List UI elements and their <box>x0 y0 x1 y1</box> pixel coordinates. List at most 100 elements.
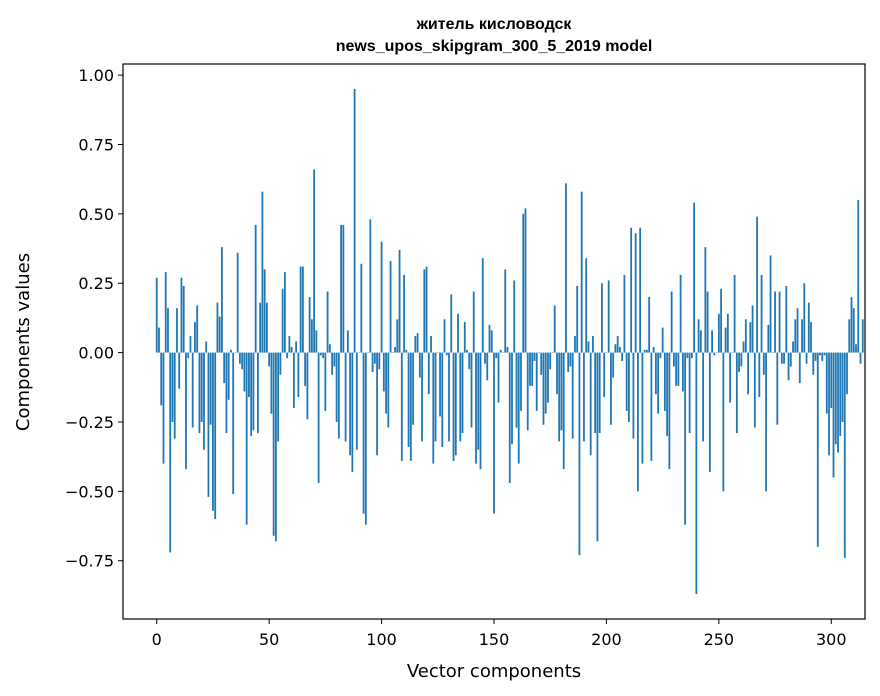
bar <box>520 352 522 411</box>
bar <box>479 352 482 470</box>
chart-title-line-2: news_upos_skipgram_300_5_2019 model <box>336 38 653 55</box>
bar <box>544 352 547 414</box>
bar <box>592 335 594 353</box>
bar <box>315 330 318 353</box>
bar <box>814 352 817 361</box>
bar <box>652 347 655 353</box>
bar <box>753 352 756 428</box>
bar <box>580 191 583 353</box>
bar <box>828 352 830 456</box>
bar <box>506 347 509 353</box>
bar <box>369 219 372 353</box>
bar <box>663 352 666 411</box>
bar <box>286 352 289 359</box>
bar <box>259 302 262 353</box>
bar <box>355 352 358 450</box>
bar <box>834 352 837 445</box>
bar <box>634 233 637 353</box>
bar <box>686 352 689 359</box>
x-axis-title: Vector components <box>407 661 581 682</box>
bar <box>780 352 783 364</box>
bar <box>738 352 740 373</box>
bar <box>801 319 803 353</box>
bar <box>533 352 536 361</box>
bar <box>684 352 687 525</box>
bar <box>324 352 327 411</box>
bar <box>612 352 615 378</box>
bar <box>308 297 311 353</box>
bar <box>421 352 423 442</box>
y-tick-label: −0.50 <box>65 482 114 501</box>
chart-title-line-1: житель кисловодск <box>416 16 573 33</box>
bar <box>457 313 459 353</box>
bar <box>452 352 455 461</box>
bar <box>180 277 183 353</box>
bar <box>623 274 626 353</box>
bar <box>837 352 839 453</box>
bar <box>445 352 448 356</box>
bar <box>531 352 534 386</box>
bar <box>162 352 165 464</box>
bar <box>524 208 527 353</box>
bar <box>207 352 210 497</box>
bar <box>695 352 698 595</box>
bar <box>416 333 419 353</box>
bar <box>275 352 277 542</box>
bar <box>331 352 334 375</box>
bar <box>841 352 844 422</box>
bar <box>792 341 794 353</box>
bar <box>194 322 196 353</box>
bar <box>857 199 860 353</box>
bar <box>542 352 545 425</box>
bar <box>371 352 374 373</box>
bar <box>389 261 392 353</box>
bar <box>630 227 633 353</box>
bar <box>441 352 444 447</box>
bar <box>547 352 549 403</box>
bar <box>245 352 248 525</box>
bar <box>160 352 163 406</box>
bar <box>299 266 302 353</box>
bar <box>666 352 669 436</box>
bar <box>486 352 489 381</box>
bar <box>625 352 628 411</box>
bar <box>187 352 190 359</box>
bar <box>776 352 779 425</box>
bar <box>798 352 801 384</box>
bar <box>225 352 228 434</box>
bar <box>648 297 651 353</box>
bar <box>362 352 365 514</box>
bar <box>785 286 788 353</box>
bars-group <box>155 88 864 595</box>
bar <box>583 352 585 442</box>
x-tick-label: 150 <box>479 630 510 649</box>
bar <box>846 352 848 395</box>
bar <box>351 352 354 472</box>
bar <box>657 352 660 414</box>
bar <box>425 266 428 353</box>
bar <box>733 274 736 353</box>
bar <box>677 352 680 386</box>
bar <box>470 352 473 428</box>
bar <box>322 352 325 359</box>
bar <box>675 352 678 386</box>
y-tick-label: 1.00 <box>78 66 114 85</box>
bar <box>850 297 853 353</box>
bar <box>839 352 842 436</box>
bar <box>376 352 378 456</box>
bar <box>353 88 356 353</box>
bar <box>394 347 396 353</box>
bar <box>765 352 767 492</box>
bar <box>277 352 280 442</box>
bar <box>562 352 565 470</box>
bar <box>601 283 603 353</box>
bar <box>317 352 320 484</box>
bar <box>540 352 543 375</box>
bar <box>475 352 477 464</box>
bar <box>279 352 282 375</box>
bar <box>744 319 747 353</box>
bar <box>704 247 707 353</box>
bar <box>749 322 752 353</box>
bar <box>191 352 194 428</box>
